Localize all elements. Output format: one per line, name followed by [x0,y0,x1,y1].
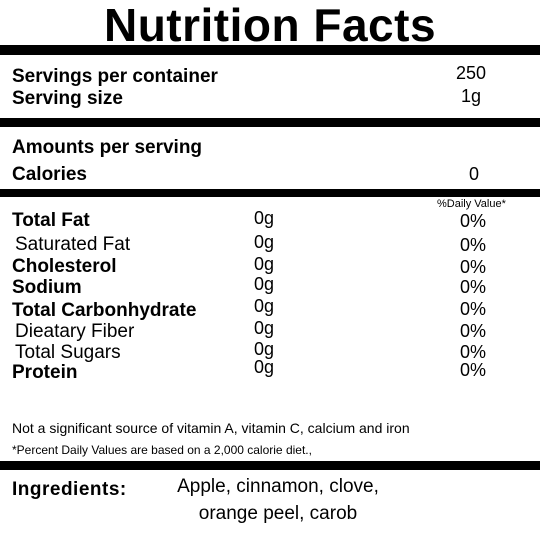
footnote: Not a significant source of vitamin A, v… [12,420,410,436]
divider [0,461,540,470]
nutrient-dv: 0% [459,321,486,341]
ingredients-text: orange peel, carob [198,503,358,524]
nutrient-name: Saturated Fat [15,234,131,255]
nutrient-dv: 0% [459,299,486,319]
divider [0,118,540,127]
nutrient-name: Total Sugars [15,342,121,363]
nutrient-amount: 0g [254,274,275,294]
footnote: *Percent Daily Values are based on a 2,0… [12,443,312,457]
ingredients-label: Ingredients: [12,479,127,500]
nutrient-name: Protein [12,362,78,383]
nutrient-name: Sodium [12,277,82,298]
nutrient-name: Total Carbonhydrate [12,300,197,321]
nutrient-name: Dieatary Fiber [15,321,135,342]
nutrient-amount: 0g [254,208,275,228]
nutrient-amount: 0g [254,232,275,252]
nutrient-dv: 0% [459,342,486,362]
calories-label: Calories [12,164,87,185]
nutrient-dv: 0% [459,277,486,297]
nutrient-amount: 0g [254,296,275,316]
nutrient-dv: 0% [459,235,486,255]
section-heading: Amounts per serving [12,137,203,158]
row-value: 1g [460,86,482,106]
nutrient-amount: 0g [254,339,275,359]
ingredients-text: Apple, cinnamon, clove, [177,476,379,497]
nutrient-dv: 0% [459,211,486,231]
row-value: 250 [455,63,487,83]
row-label: Servings per container [12,66,218,87]
nutrient-name: Total Fat [12,210,90,231]
nutrient-dv: 0% [459,360,486,380]
nutrient-dv: 0% [459,257,486,277]
divider [0,45,540,55]
nutrient-name: Cholesterol [12,256,117,277]
nutrient-amount: 0g [254,254,275,274]
calories-value: 0 [468,164,479,184]
title: Nutrition Facts [103,0,437,51]
nutrient-amount: 0g [254,357,275,377]
divider [0,189,540,197]
row-label: Serving size [12,88,123,109]
nutrient-amount: 0g [254,318,275,338]
dv-header: %Daily Value* [437,198,506,210]
